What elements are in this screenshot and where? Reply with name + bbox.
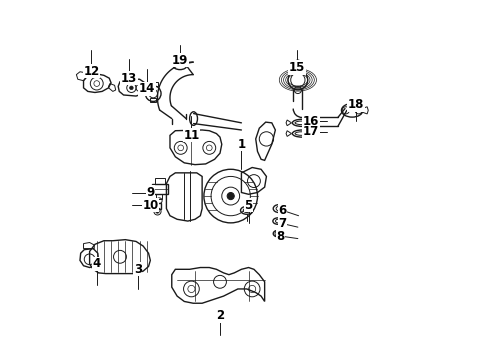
Text: 2: 2 (216, 309, 224, 322)
Text: 4: 4 (93, 257, 101, 270)
Circle shape (130, 86, 133, 90)
Bar (155, 178, 165, 184)
Text: 7: 7 (278, 217, 287, 230)
Text: 13: 13 (121, 72, 137, 85)
Text: 1: 1 (237, 138, 245, 151)
Text: 12: 12 (83, 64, 99, 77)
Text: 15: 15 (289, 61, 305, 74)
Bar (154, 203, 161, 208)
Text: 14: 14 (139, 82, 155, 95)
Text: 8: 8 (276, 230, 285, 243)
Text: 19: 19 (172, 54, 188, 67)
Bar (150, 98, 156, 102)
Text: 18: 18 (347, 99, 364, 112)
Text: 6: 6 (278, 204, 287, 217)
Circle shape (227, 193, 234, 200)
Text: 17: 17 (303, 125, 319, 138)
Text: 5: 5 (245, 198, 253, 212)
Bar (148, 82, 158, 86)
Text: 16: 16 (303, 114, 319, 127)
Bar (152, 184, 168, 194)
Text: 10: 10 (142, 198, 158, 212)
Text: 11: 11 (183, 129, 199, 142)
Circle shape (156, 210, 159, 213)
Bar (156, 194, 162, 199)
Text: 9: 9 (146, 186, 154, 199)
Text: 3: 3 (134, 263, 142, 276)
Bar (293, 64, 302, 70)
